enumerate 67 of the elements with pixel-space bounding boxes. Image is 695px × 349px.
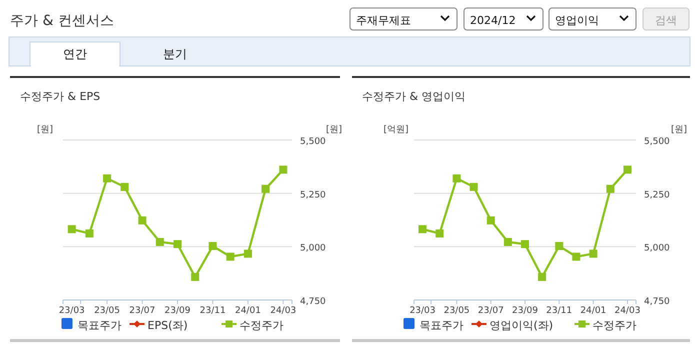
y-axis-title: [원] xyxy=(36,125,54,135)
point xyxy=(521,240,529,248)
y2-axis-title: [원] xyxy=(326,125,342,135)
point xyxy=(555,242,564,250)
point xyxy=(138,216,146,224)
text: 주재무제표 xyxy=(356,14,411,27)
point xyxy=(191,272,200,281)
point xyxy=(208,242,217,250)
point xyxy=(226,252,234,261)
y2-tick-label: 5,250 xyxy=(644,190,670,200)
point xyxy=(244,250,252,258)
point xyxy=(589,250,598,258)
y2-tick-label: 5,000 xyxy=(644,244,670,254)
x-tick-label: 23/07 xyxy=(129,306,156,316)
x-tick-label: 23/03 xyxy=(410,306,436,316)
y2-tick-label: 5,500 xyxy=(300,137,326,147)
x-tick-label: 23/11 xyxy=(546,306,572,316)
point xyxy=(486,216,495,224)
x-tick-label: 24/03 xyxy=(614,306,640,316)
legend-label: 수정주가 xyxy=(592,319,636,332)
legend-label: 수정주가 xyxy=(240,319,284,332)
x-tick-label: 23/11 xyxy=(200,306,226,316)
legend-label: EPS(좌) xyxy=(148,319,188,332)
x-tick-label: 24/01 xyxy=(234,306,261,316)
point xyxy=(572,252,580,261)
x-tick-label: 24/01 xyxy=(580,306,606,316)
point xyxy=(68,225,76,234)
text: 연간 xyxy=(63,47,87,61)
legend-label: 영업이익(좌) xyxy=(490,319,554,332)
chart-title: 수정주가 & 영업이익 xyxy=(362,90,466,103)
text: 검색 xyxy=(655,14,677,27)
point xyxy=(606,184,614,193)
y2-tick-label: 5,000 xyxy=(300,244,326,254)
point xyxy=(452,174,461,182)
point xyxy=(538,272,546,281)
x-tick-label: 23/03 xyxy=(58,306,85,316)
y2-tick-label: 5,500 xyxy=(644,137,670,147)
y-axis-title: [억원] xyxy=(383,125,409,135)
y2-tick-label: 5,250 xyxy=(300,190,326,200)
x-tick-label: 24/03 xyxy=(270,306,296,316)
point xyxy=(120,182,129,191)
point xyxy=(623,166,632,174)
y2-tick-label: 4,750 xyxy=(300,297,326,307)
text: 분기 xyxy=(163,47,187,61)
point xyxy=(262,184,270,193)
x-tick-label: 23/05 xyxy=(94,306,120,316)
text: 2024/12 xyxy=(470,14,516,27)
y2-axis-title: [원] xyxy=(670,125,688,135)
point xyxy=(156,238,164,246)
point xyxy=(418,225,427,234)
chart-title: 수정주가 & EPS xyxy=(20,90,100,103)
point xyxy=(470,182,478,191)
y2-tick-label: 4,750 xyxy=(644,297,670,307)
x-tick-label: 23/07 xyxy=(478,306,504,316)
x-tick-label: 23/09 xyxy=(164,306,191,316)
legend-label: 목표주가 xyxy=(78,319,122,332)
point xyxy=(85,229,94,238)
legend-label: 목표주가 xyxy=(420,319,464,332)
x-tick-label: 23/09 xyxy=(512,306,538,316)
x-tick-label: 23/05 xyxy=(444,306,470,316)
point xyxy=(504,238,512,246)
point xyxy=(279,166,288,174)
point xyxy=(103,174,112,182)
point xyxy=(174,240,182,248)
text: 주가 & 컨센서스 xyxy=(10,13,114,29)
point xyxy=(436,229,444,238)
text: 영업이익 xyxy=(555,14,599,27)
